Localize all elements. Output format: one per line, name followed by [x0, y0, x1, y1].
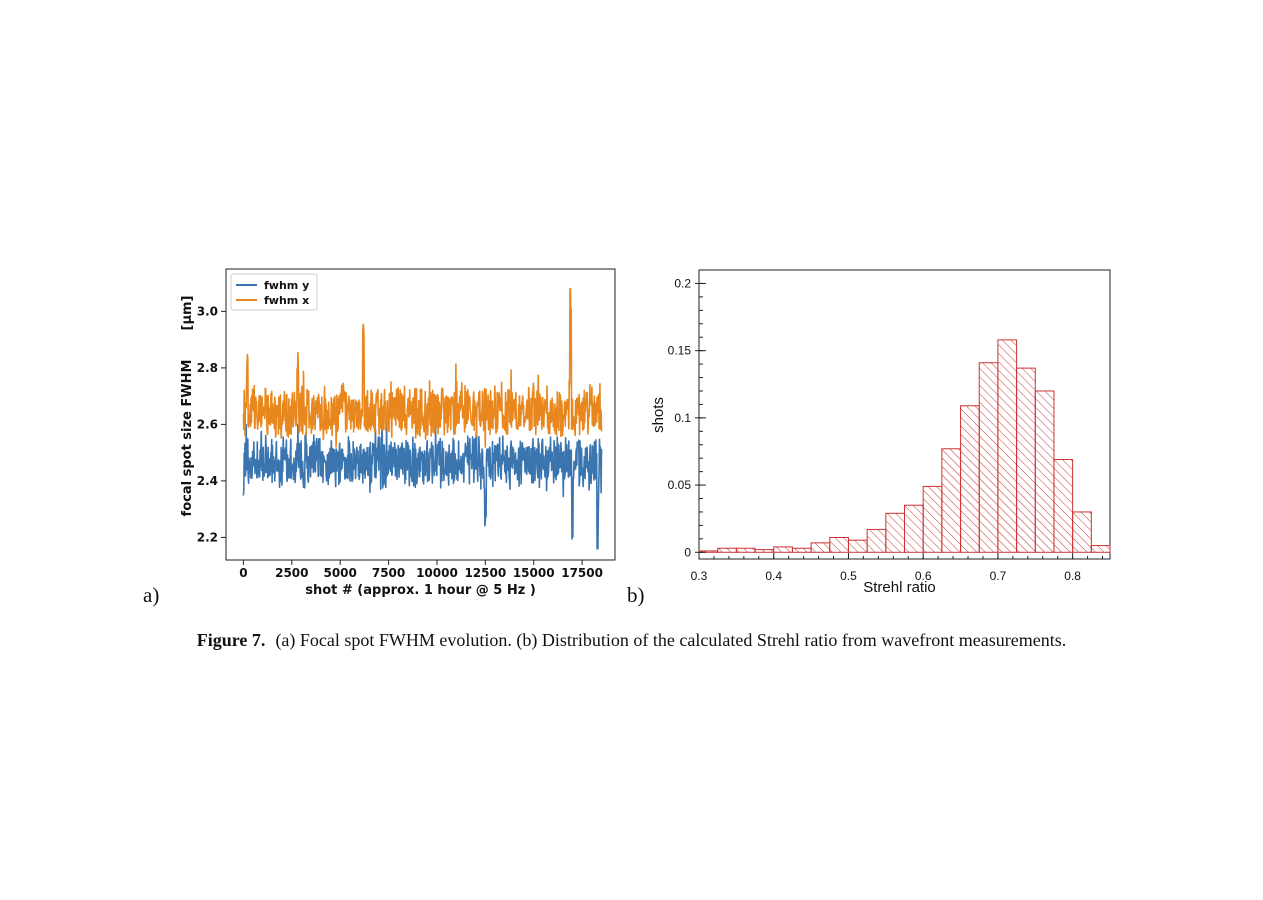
x-axis-label-b: Strehl ratio — [863, 579, 936, 596]
legend-a: fwhm y fwhm x — [230, 273, 318, 311]
histogram-bar — [717, 547, 737, 553]
legend-label-fwhm-x: fwhm x — [264, 294, 309, 307]
y-tick-label-a: 2.2 — [197, 530, 218, 544]
histogram-bar — [810, 542, 831, 553]
strehl-histogram: 0.3 0.4 0.5 0.6 0.7 0.8 0 0.05 0.1 0.15 0.2 Strehl … — [650, 269, 1111, 596]
x-tick-label-b: 0.4 — [765, 569, 782, 583]
histogram-bar — [1090, 545, 1111, 553]
histogram-bar — [1072, 511, 1092, 553]
histogram-bar — [866, 528, 887, 553]
histogram-bar — [941, 448, 962, 553]
y-axis-label-a: focal spot size FWHM — [180, 360, 195, 517]
histogram-bar — [847, 539, 868, 553]
panel-b-label: b) — [627, 583, 645, 607]
histogram-bar — [829, 536, 849, 553]
y-tick-label-b: 0.2 — [674, 276, 691, 290]
y-tick-label-b: 0.05 — [668, 478, 692, 492]
histogram-bar — [1053, 459, 1074, 553]
histogram-bar — [885, 512, 905, 553]
x-tick-label-a: 0 — [239, 566, 247, 580]
x-tick-label-a: 17500 — [561, 566, 603, 580]
panel-a-label: a) — [143, 583, 159, 607]
y-tick-label-a: 2.6 — [197, 417, 218, 431]
x-tick-label-b: 0.5 — [840, 569, 857, 583]
fwhm-line-chart: 0 2500 5000 7500 10000 12500 15000 17500 2.2 2.4 2… — [180, 268, 616, 598]
caption-label: Figure 7. — [196, 630, 266, 650]
histogram-bar — [904, 504, 924, 553]
histogram-bar — [960, 405, 980, 553]
x-tick-label-b: 0.3 — [691, 569, 708, 583]
x-tick-label-b: 0.7 — [990, 569, 1007, 583]
x-tick-label-a: 10000 — [416, 566, 458, 580]
y-tick-label-b: 0 — [684, 545, 691, 559]
histogram-bar — [735, 547, 756, 553]
histogram-bar — [922, 485, 943, 553]
histogram-bar — [773, 546, 793, 553]
x-tick-label-a: 7500 — [372, 566, 405, 580]
y-tick-label-b: 0.1 — [674, 411, 691, 425]
x-tick-label-b: 0.6 — [915, 569, 932, 583]
x-tick-label-a: 2500 — [275, 566, 308, 580]
x-tick-label-b: 0.8 — [1064, 569, 1081, 583]
histogram-bar — [997, 339, 1018, 553]
y-axis-unit-a: [μm] — [180, 296, 195, 331]
x-tick-label-a: 5000 — [323, 566, 356, 580]
y-axis-label-b: shots — [650, 397, 667, 433]
x-tick-label-a: 12500 — [464, 566, 506, 580]
y-tick-label-b: 0.15 — [668, 344, 692, 358]
x-axis-label-a: shot # (approx. 1 hour @ 5 Hz ) — [305, 583, 536, 598]
series-line-fwhm-x — [242, 288, 603, 448]
legend-label-fwhm-y: fwhm y — [264, 279, 309, 292]
y-tick-label-a: 3.0 — [197, 304, 218, 318]
histogram-bar — [1034, 390, 1055, 553]
histogram-bar — [791, 547, 812, 553]
histogram-bar — [1016, 367, 1036, 553]
series-line-fwhm-y — [242, 423, 603, 550]
figure-caption: Figure 7. (a) Focal spot FWHM evolution. … — [0, 630, 1263, 651]
y-tick-label-a: 2.8 — [197, 361, 218, 375]
caption-text: (a) Focal spot FWHM evolution. (b) Distr… — [275, 630, 1067, 650]
histogram-bar — [754, 549, 775, 553]
x-tick-label-a: 15000 — [513, 566, 555, 580]
histogram-bar — [978, 362, 999, 553]
y-tick-label-a: 2.4 — [197, 474, 218, 488]
